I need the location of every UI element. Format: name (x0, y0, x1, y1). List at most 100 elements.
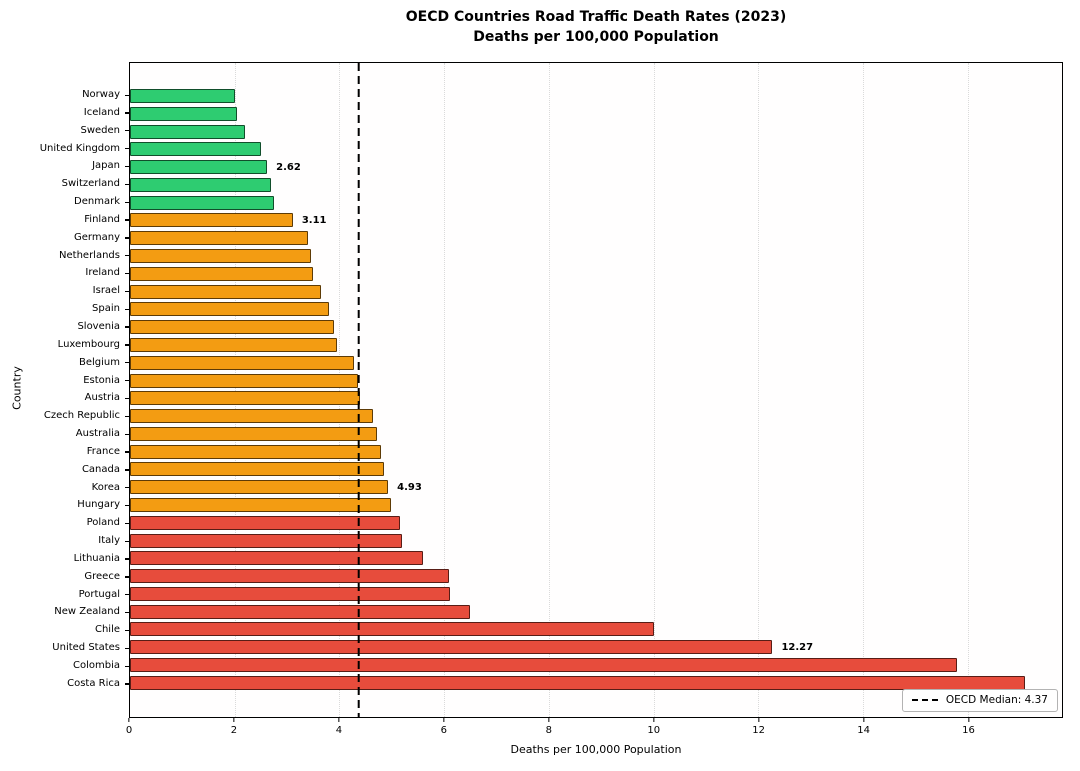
bar-row (130, 355, 1062, 370)
country-tick-label: Australia (0, 427, 129, 441)
country-tick-label: France (0, 445, 129, 459)
bar (130, 142, 261, 157)
bar-row (130, 142, 1062, 157)
bar (130, 480, 389, 495)
y-tick-mark (125, 451, 129, 453)
x-tick-label: 0 (125, 725, 133, 736)
country-tick-label: Norway (0, 88, 129, 102)
grid-line (234, 63, 236, 717)
bar-row (130, 266, 1062, 281)
bar-row (130, 675, 1062, 690)
y-tick-mark (125, 165, 129, 168)
bar (130, 497, 391, 512)
bar-row (130, 249, 1062, 264)
x-tick-label: 8 (545, 725, 552, 736)
bar-row (130, 231, 1062, 246)
bar-row (130, 409, 1062, 424)
y-tick-mark (125, 576, 129, 578)
y-tick-mark (125, 219, 129, 221)
y-tick-mark (125, 415, 129, 417)
bar-row (130, 586, 1062, 601)
bar-row (130, 533, 1062, 548)
bar (130, 533, 403, 548)
bar-row (130, 569, 1062, 584)
grid-line (758, 63, 760, 717)
x-ticks: 0 2 4 6 8 10 12 14 16 (125, 718, 1063, 742)
grid-line (863, 63, 865, 717)
x-tick-label: 14 (857, 725, 870, 736)
grid-line (339, 63, 341, 717)
country-tick-label: Germany (0, 231, 129, 245)
country-tick-label: Spain (0, 302, 129, 316)
y-tick-mark (125, 237, 129, 239)
country-tick-label: Israel (0, 284, 129, 298)
bar (130, 320, 335, 335)
bar (130, 551, 424, 566)
country-tick-label: Greece (0, 570, 129, 584)
bar (130, 266, 314, 281)
bar (130, 249, 311, 264)
bar-row (130, 551, 1062, 566)
y-tick-mark (125, 326, 129, 328)
y-tick-mark (125, 112, 129, 114)
bar (130, 302, 329, 317)
figure-title: OECD Countries Road Traffic Death Rates … (129, 7, 1063, 47)
country-tick-label: Sweden (0, 124, 129, 138)
country-tick-label: Estonia (0, 374, 129, 388)
bar-row (130, 604, 1062, 619)
country-tick-label: United States (0, 641, 129, 655)
legend-label: OECD Median: 4.37 (945, 694, 1048, 706)
x-tick-label: 16 (962, 725, 975, 736)
bar (130, 640, 773, 655)
grid-line (444, 63, 446, 717)
bar (130, 195, 274, 210)
country-tick-label: Luxembourg (0, 338, 129, 352)
country-tick-label: Poland (0, 516, 129, 530)
y-tick-mark (125, 255, 129, 257)
bar-row (130, 426, 1062, 441)
bar (130, 106, 238, 121)
bar (130, 444, 382, 459)
y-tick-mark (125, 290, 129, 293)
y-tick-mark (125, 362, 129, 364)
bar-row: 3.11 (130, 213, 1062, 228)
bar (130, 462, 384, 477)
x-tick-mark (548, 718, 550, 722)
bar-row (130, 320, 1062, 335)
country-tick-label: Canada (0, 463, 129, 477)
bar (130, 373, 358, 388)
y-tick-mark (125, 308, 129, 310)
y-tick-mark (125, 469, 129, 471)
country-tick-label: Netherlands (0, 249, 129, 263)
bar (130, 569, 450, 584)
bar (130, 213, 293, 228)
y-tick-mark (125, 611, 129, 614)
bar-row (130, 195, 1062, 210)
country-tick-label: Denmark (0, 195, 129, 209)
x-tick-label: 6 (440, 725, 448, 736)
country-tick-label: Italy (0, 534, 129, 548)
y-tick-mark (125, 504, 129, 507)
country-tick-label: Finland (0, 213, 129, 227)
bar-row (130, 106, 1062, 121)
bar (130, 337, 337, 352)
bar (130, 355, 355, 370)
x-tick-mark (653, 718, 655, 722)
y-tick-mark (125, 487, 129, 489)
y-tick-mark (125, 94, 129, 96)
y-tick-mark (125, 558, 129, 560)
country-tick-label: Chile (0, 623, 129, 637)
country-tick-label: Costa Rica (0, 677, 129, 691)
bar (130, 586, 451, 601)
plot-area: 2.62 3.11 4.93 12.27 OECD Median: 4.37 (129, 62, 1063, 718)
y-tick-mark (125, 594, 129, 596)
figure-title-line2: Deaths per 100,000 Population (473, 29, 719, 45)
y-tick-mark (125, 522, 129, 525)
country-tick-label: Colombia (0, 659, 129, 673)
x-tick-mark (128, 718, 130, 722)
bar-row (130, 622, 1062, 637)
country-tick-label: Korea (0, 481, 129, 495)
bar (130, 675, 1026, 690)
bar (130, 391, 361, 406)
bar-value-label: 2.62 (276, 161, 301, 173)
